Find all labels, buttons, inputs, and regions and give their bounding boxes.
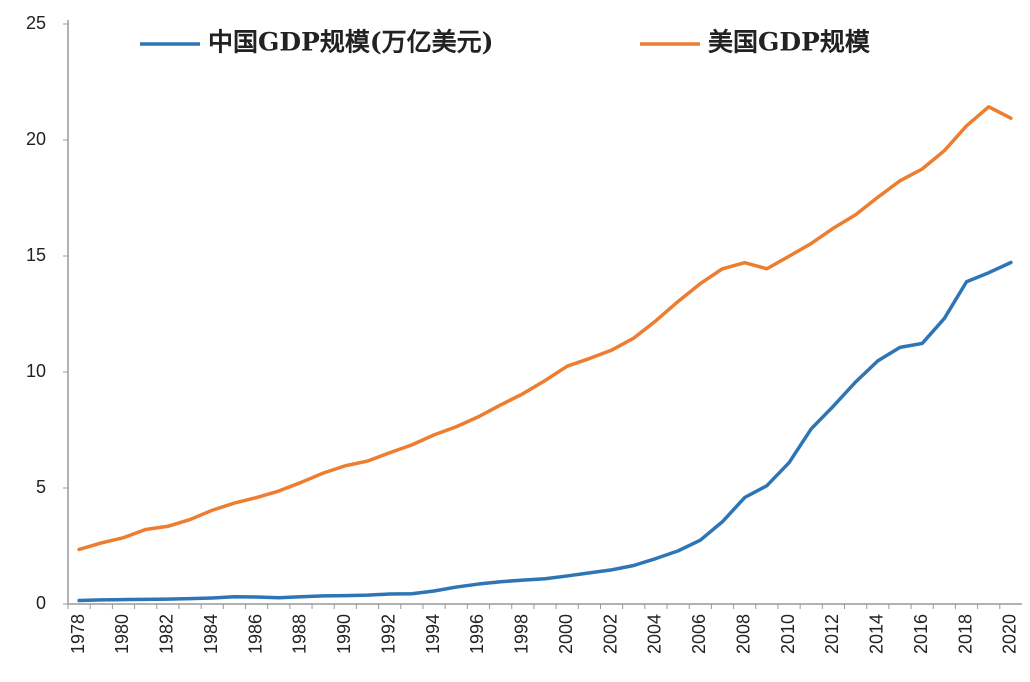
x-tick-label: 2002 <box>600 614 620 654</box>
x-tick-label: 1980 <box>112 614 132 654</box>
legend-label: 美国GDP规模 <box>708 28 871 57</box>
x-tick-label: 1996 <box>467 614 487 654</box>
y-tick-label: 0 <box>36 593 46 613</box>
y-tick-label: 5 <box>36 477 46 497</box>
x-tick-label: 2012 <box>822 614 842 654</box>
x-tick-label: 2020 <box>1000 614 1020 654</box>
x-tick-label: 1982 <box>157 614 177 654</box>
x-tick-label: 1994 <box>423 614 443 654</box>
y-tick-label: 20 <box>26 129 46 149</box>
x-tick-label: 2006 <box>689 614 709 654</box>
x-tick-label: 2016 <box>911 614 931 654</box>
x-tick-label: 1988 <box>290 614 310 654</box>
y-tick-label: 15 <box>26 245 46 265</box>
x-tick-label: 1986 <box>245 614 265 654</box>
x-tick-label: 1992 <box>378 614 398 654</box>
x-tick-label: 1978 <box>68 614 88 654</box>
line-series <box>77 260 1013 603</box>
x-tick-label: 2014 <box>867 614 887 654</box>
x-tick-label: 2000 <box>556 614 576 654</box>
x-tick-label: 1984 <box>201 614 221 654</box>
y-tick-label: 25 <box>26 13 46 33</box>
x-tick-label: 1998 <box>512 614 532 654</box>
legend-label: 中国GDP规模(万亿美元) <box>208 28 494 57</box>
y-tick-label: 10 <box>26 361 46 381</box>
x-tick-label: 2008 <box>733 614 753 654</box>
x-tick-label: 2018 <box>955 614 975 654</box>
x-tick-label: 1990 <box>334 614 354 654</box>
x-tick-label: 2010 <box>778 614 798 654</box>
line-series <box>77 105 1013 552</box>
x-tick-label: 2004 <box>645 614 665 654</box>
